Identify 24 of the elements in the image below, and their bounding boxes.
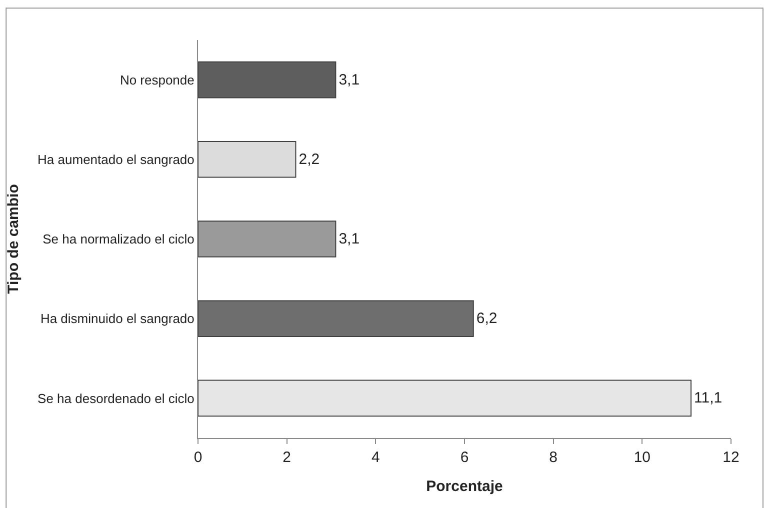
- x-tick-label: 8: [549, 449, 558, 466]
- bar: [198, 61, 336, 98]
- x-tick-label: 6: [460, 449, 469, 466]
- bar: [198, 220, 336, 258]
- y-tick-label: Se ha normalizado el ciclo: [42, 232, 194, 247]
- x-tick-label: 4: [372, 449, 380, 466]
- y-tick-label: Ha aumentado el sangrado: [38, 152, 194, 167]
- x-tick-label: 12: [722, 449, 740, 466]
- data-label: 6,2: [476, 310, 498, 328]
- x-axis-title: Porcentaje: [426, 478, 503, 495]
- bar: [198, 380, 692, 417]
- data-label: 2,2: [298, 150, 320, 168]
- y-axis-title: Tipo de cambio: [4, 184, 22, 294]
- x-tick-label: 2: [282, 449, 291, 466]
- data-label: 11,1: [694, 390, 722, 407]
- y-tick-label: No responde: [120, 72, 194, 88]
- y-tick-label: Se ha desordenado el ciclo: [38, 390, 194, 406]
- x-tick-label: 10: [634, 449, 651, 466]
- bar: [198, 140, 296, 178]
- y-tick-label: Ha disminuido el sangrado: [40, 311, 194, 326]
- x-tick-label: 0: [194, 449, 202, 466]
- data-label: 3,1: [338, 230, 360, 248]
- bar: [198, 300, 474, 338]
- data-label: 3,1: [338, 71, 360, 88]
